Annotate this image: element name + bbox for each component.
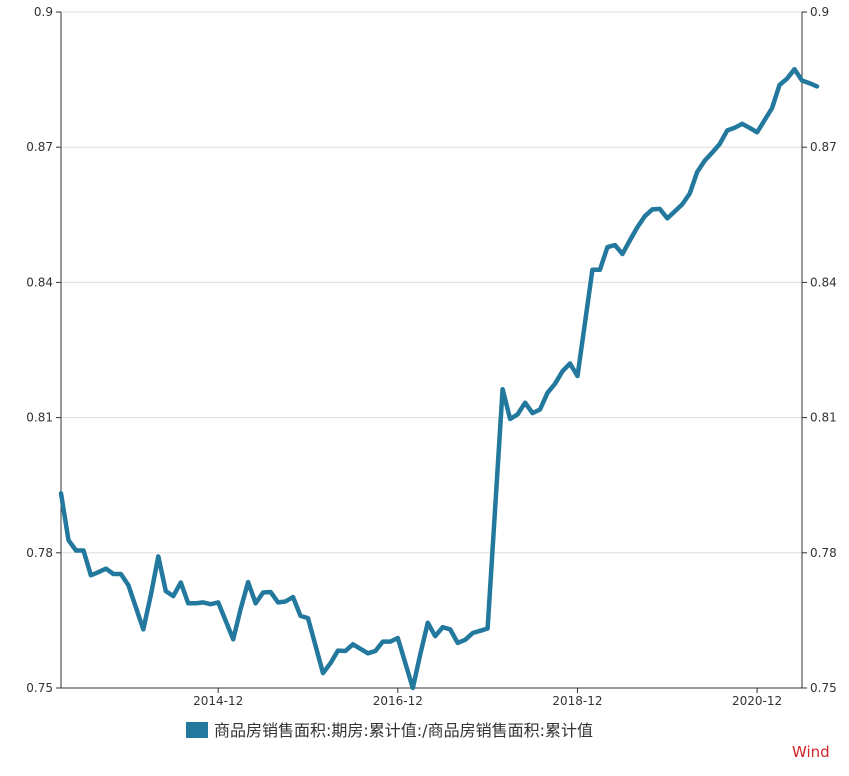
x-tick-label: 2014-12: [193, 694, 243, 708]
x-axis-ticks: 2014-12 2016-12 2018-12 2020-12: [193, 688, 782, 708]
y-tick-label-left: 0.9: [34, 5, 53, 19]
gridlines: [61, 11, 802, 689]
y-tick-label-left: 0.78: [26, 546, 53, 560]
series-line: [58, 66, 820, 691]
y-tick-label-right: 0.9: [810, 5, 829, 19]
y-tick-label-left: 0.81: [26, 411, 53, 425]
legend-swatch: [186, 722, 208, 738]
y-axis-left-ticks: 0.75 0.78 0.81 0.84 0.87 0.9: [26, 5, 61, 695]
x-tick-label: 2016-12: [373, 694, 423, 708]
y-tick-label-right: 0.78: [810, 546, 837, 560]
y-tick-label-left: 0.75: [26, 681, 53, 695]
y-axis-right-ticks: 0.75 0.78 0.81 0.84 0.87 0.9: [802, 5, 837, 695]
y-tick-label-right: 0.87: [810, 140, 837, 154]
y-tick-label-left: 0.84: [26, 275, 53, 289]
x-tick-label: 2020-12: [732, 694, 782, 708]
y-tick-label-right: 0.75: [810, 681, 837, 695]
series-layer: [58, 66, 820, 691]
y-tick-label-left: 0.87: [26, 140, 53, 154]
y-tick-label-right: 0.84: [810, 275, 837, 289]
source-label: Wind: [792, 743, 830, 761]
legend-label: 商品房销售面积:期房:累计值:/商品房销售面积:累计值: [214, 721, 593, 740]
legend: 商品房销售面积:期房:累计值:/商品房销售面积:累计值: [186, 721, 593, 740]
axes: [60, 12, 803, 689]
x-tick-label: 2018-12: [552, 694, 602, 708]
y-tick-label-right: 0.81: [810, 411, 837, 425]
